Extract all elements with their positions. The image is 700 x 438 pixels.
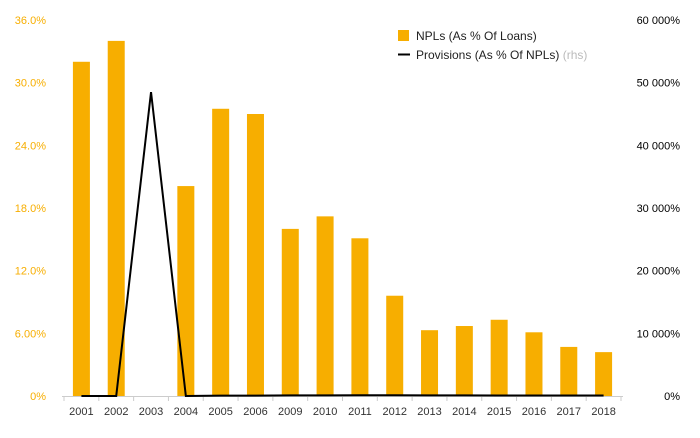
x-tick-label-2016: 2016 — [522, 406, 546, 418]
y-right-tick-label: 40 000% — [637, 140, 681, 152]
bar-2012 — [386, 295, 404, 396]
y-left-tick-label: 6.00% — [15, 328, 46, 340]
bars-layer — [72, 40, 613, 396]
x-tick-label-2002: 2002 — [104, 406, 128, 418]
bar-2016 — [525, 332, 543, 396]
y-right-tick-label: 30 000% — [637, 203, 681, 215]
line-layer — [81, 91, 604, 398]
x-tick-label-2003: 2003 — [139, 406, 163, 418]
x-tick-label-2001: 2001 — [69, 406, 93, 418]
legend-label-provisions-suffix: (rhs) — [563, 48, 588, 62]
y-right-tick-label: 50 000% — [637, 78, 681, 90]
bar-2018 — [595, 352, 613, 396]
x-tick-label-2015: 2015 — [487, 406, 511, 418]
bar-2011 — [351, 238, 369, 396]
bar-2014 — [455, 326, 473, 396]
bar-2005 — [212, 108, 230, 396]
x-tick-label-2018: 2018 — [591, 406, 615, 418]
bar-2015 — [490, 319, 508, 396]
bar-2017 — [560, 346, 578, 396]
axes-layer — [62, 396, 623, 401]
bar-2010 — [316, 216, 334, 396]
legend-label-provisions-name: Provisions (As % Of NPLs) — [416, 48, 559, 62]
x-tick-label-2017: 2017 — [557, 406, 581, 418]
bar-2004 — [177, 186, 195, 396]
y-right-tick-label: 0% — [664, 391, 680, 403]
y-left-tick-label: 36.0% — [15, 15, 46, 27]
x-tick-label-2005: 2005 — [208, 406, 232, 418]
ticks-layer: 2001 2002 2003 2004 2005 2006 2009 2010 2011 2012… — [15, 15, 680, 418]
legend: NPLs (As % Of Loans) Provisions (As % Of… — [398, 29, 587, 62]
y-left-tick-label: 30.0% — [15, 78, 46, 90]
legend-label-npls: NPLs (As % Of Loans) — [416, 29, 537, 43]
x-tick-label-2012: 2012 — [382, 406, 406, 418]
y-right-tick-label: 10 000% — [637, 328, 681, 340]
y-left-tick-label: 0% — [30, 391, 46, 403]
bar-2002 — [107, 40, 125, 396]
x-tick-label-2009: 2009 — [278, 406, 302, 418]
x-tick-label-2014: 2014 — [452, 406, 476, 418]
x-tick-label-2013: 2013 — [417, 406, 441, 418]
x-tick-label-2011: 2011 — [348, 406, 372, 418]
x-tick-label-2006: 2006 — [243, 406, 267, 418]
y-left-tick-label: 24.0% — [15, 140, 46, 152]
legend-label-provisions: Provisions (As % Of NPLs) (rhs) — [416, 48, 587, 62]
x-tick-label-2004: 2004 — [174, 406, 198, 418]
legend-swatch-npls — [398, 30, 409, 41]
bar-2006 — [246, 114, 264, 396]
bar-2001 — [72, 61, 90, 396]
bar-2009 — [281, 228, 299, 396]
y-left-tick-label: 12.0% — [15, 266, 46, 278]
y-right-tick-label: 60 000% — [637, 15, 681, 27]
y-left-tick-label: 18.0% — [15, 203, 46, 215]
y-right-tick-label: 20 000% — [637, 266, 681, 278]
provisions-line — [81, 91, 604, 398]
x-tick-label-2010: 2010 — [313, 406, 337, 418]
bar-2013 — [421, 330, 439, 396]
